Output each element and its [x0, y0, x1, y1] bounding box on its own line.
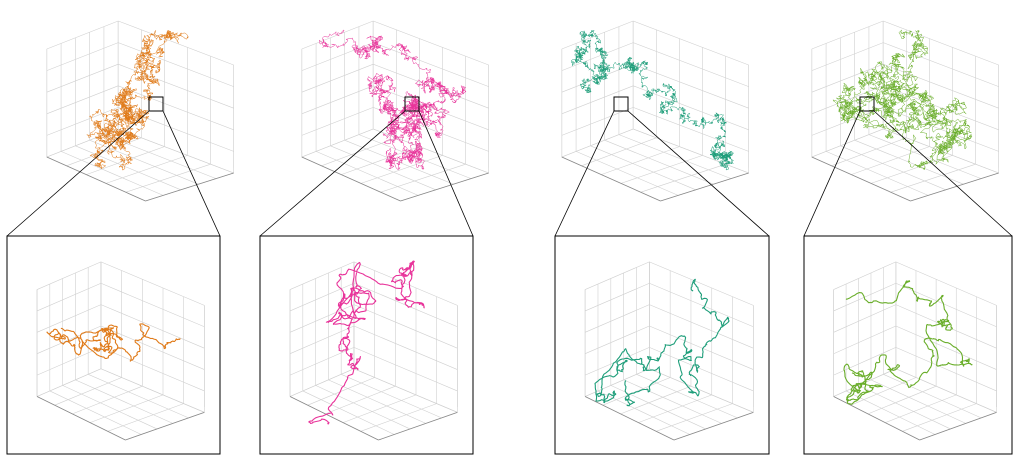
panel-pink: [259, 20, 490, 455]
zoom-connector-left-green: [803, 110, 861, 237]
walk-trace-overview-pink: [318, 29, 467, 171]
overview-green-axis-y: [910, 172, 999, 202]
inset-orange-axis-y: [125, 411, 205, 441]
overview-pink-axis-y: [400, 172, 489, 202]
zoom-connector-left-teal: [554, 110, 615, 237]
overview-pink-3d-grid: [301, 20, 490, 202]
inset-green-3d-grid: [833, 261, 997, 441]
inset-teal-axis-y: [673, 411, 754, 441]
walk-trace-inset-pink: [308, 260, 425, 425]
panel-orange: [6, 20, 234, 455]
zoom-inset-frame-green: [803, 235, 1013, 455]
overview-green-3d-grid: [811, 20, 1000, 202]
zoom-connector-right-green: [873, 110, 1013, 237]
zoom-inset-green: [803, 235, 1013, 455]
zoom-connector-right-teal: [627, 110, 770, 237]
zoom-connector-left-pink: [259, 110, 406, 237]
overview-plot-orange: [46, 20, 234, 202]
zoom-inset-frame-pink: [259, 235, 474, 455]
zoom-inset-pink: [259, 235, 474, 455]
overview-pink-axis-x: [301, 156, 401, 202]
walk-trace-inset-green: [843, 280, 973, 405]
zoom-connector-left-orange: [6, 110, 150, 237]
walk-trace-inset-orange: [46, 323, 181, 362]
inset-pink-axis-x: [289, 396, 379, 441]
zoom-inset-teal: [554, 235, 770, 455]
zoom-region-marker-orange: [148, 96, 164, 112]
zoom-region-marker-pink: [404, 96, 420, 112]
overview-green-axis-x: [811, 156, 911, 202]
zoom-inset-frame-teal: [554, 235, 770, 455]
inset-teal-axis-x: [584, 396, 675, 441]
walk-trace-inset-teal: [594, 278, 730, 407]
zoom-connector-right-orange: [162, 110, 221, 237]
overview-plot-teal: [561, 20, 750, 202]
overview-orange-axis-y: [145, 172, 234, 202]
overview-orange-3d-grid: [46, 20, 234, 202]
inset-green-axis-y: [919, 411, 997, 441]
zoom-region-marker-teal: [613, 96, 629, 112]
panels-layer: [6, 20, 1013, 455]
inset-pink-axis-y: [378, 411, 458, 441]
walk-trace-overview-teal: [571, 29, 734, 171]
overview-teal-axis-x: [561, 156, 661, 202]
inset-orange-axis-x: [36, 396, 126, 441]
walk-trace-overview-green: [832, 29, 973, 171]
overview-orange-axis-x: [46, 156, 146, 202]
overview-teal-3d-grid: [561, 20, 750, 202]
zoom-connector-right-pink: [418, 110, 474, 237]
overview-plot-pink: [301, 20, 490, 202]
zoom-region-marker-green: [859, 96, 875, 112]
zoom-inset-orange: [6, 235, 221, 455]
overview-plot-green: [811, 20, 1000, 202]
panel-green: [803, 20, 1013, 455]
zoom-inset-frame-orange: [6, 235, 221, 455]
overview-teal-axis-y: [660, 172, 749, 202]
panel-teal: [554, 20, 770, 455]
walk-trace-overview-orange: [86, 29, 189, 171]
